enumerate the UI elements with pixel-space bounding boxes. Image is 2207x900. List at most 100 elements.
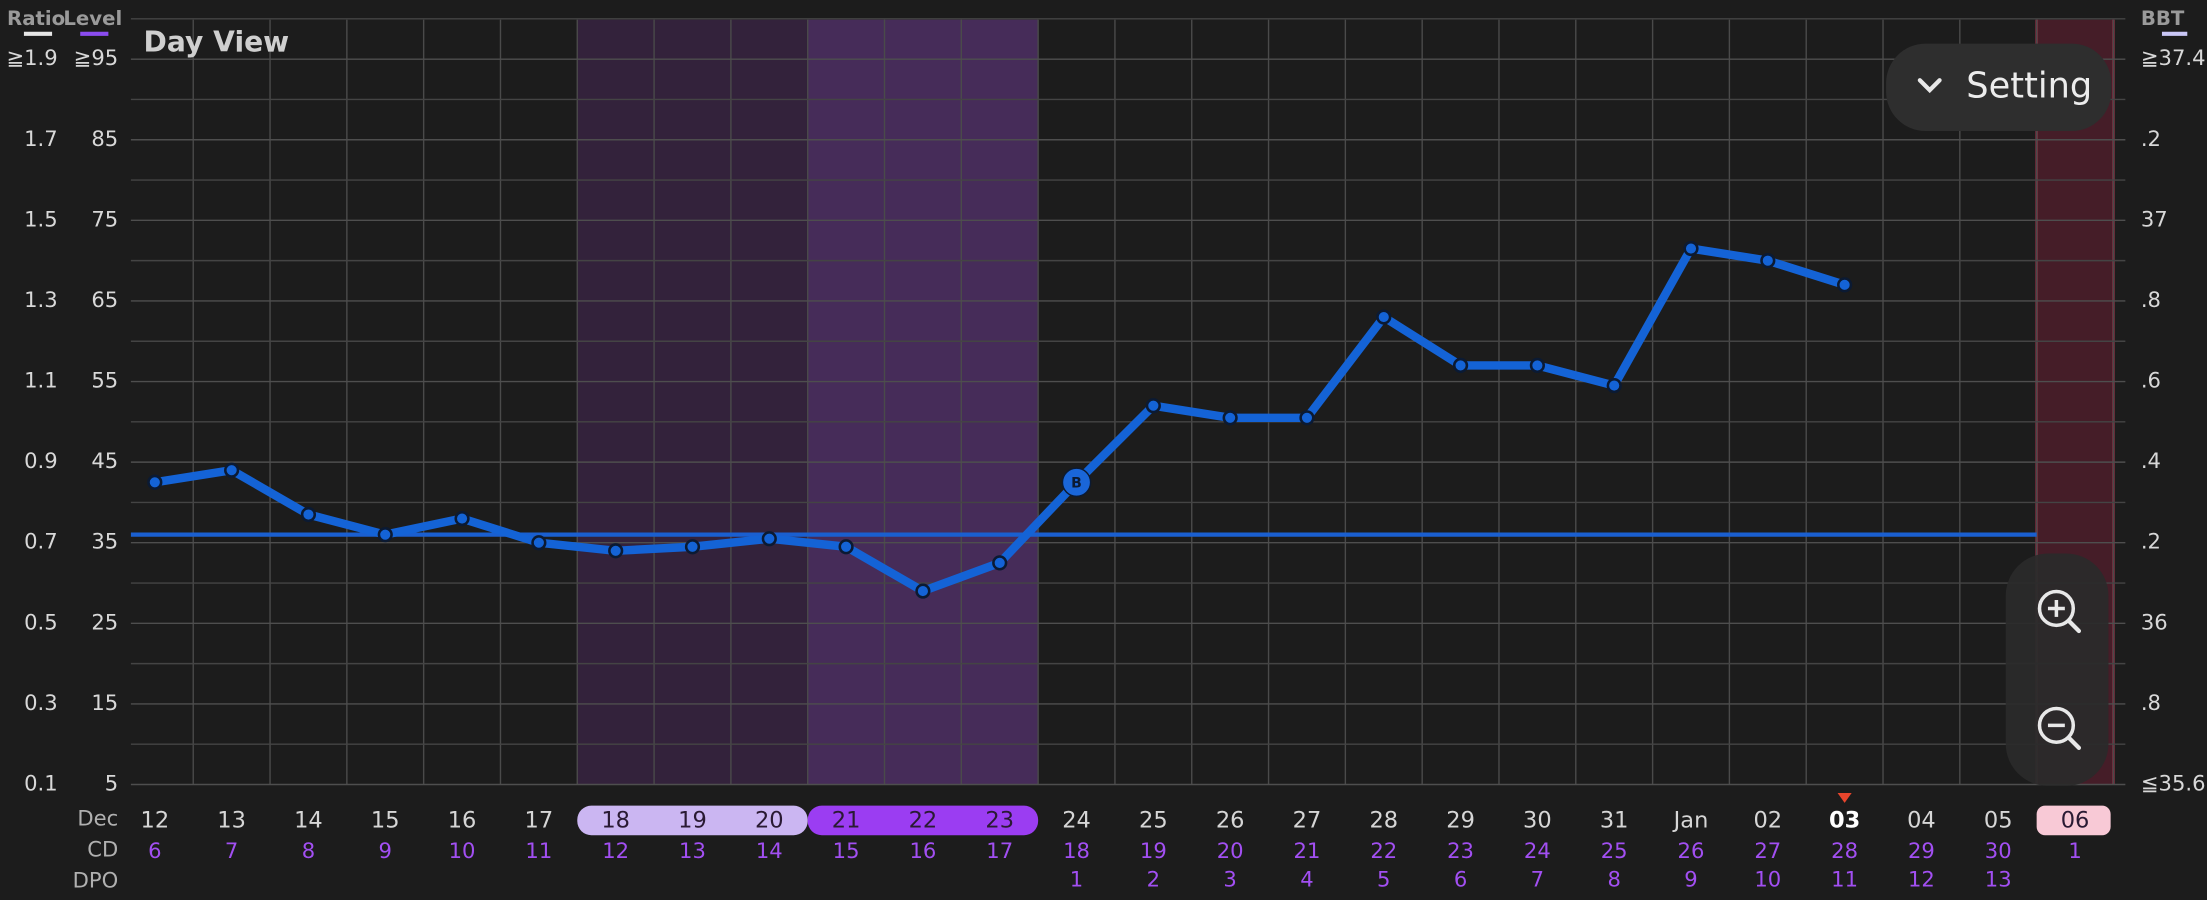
- x-tick-label: Jan: [1672, 808, 1709, 834]
- bbt-point: [1606, 377, 1622, 394]
- cd-label: 6: [148, 838, 161, 863]
- setting-label[interactable]: Setting: [1966, 65, 2092, 106]
- cd-label: 12: [602, 838, 629, 863]
- marks: B: [130, 240, 2037, 599]
- y-tick-label: 0.3: [24, 690, 58, 715]
- bbt-point: [454, 510, 470, 527]
- marker-point: [1061, 467, 1092, 498]
- y-tick-label: 45: [91, 448, 118, 473]
- x-tick-label: 04: [1907, 808, 1936, 834]
- x-tick-label: 23: [985, 808, 1014, 834]
- x-tick-label: 24: [1062, 808, 1091, 834]
- cd-label: 25: [1601, 838, 1628, 863]
- y-tick-label: .4: [2141, 448, 2161, 473]
- bbt-point: [1376, 309, 1392, 325]
- dpo-label: 10: [1754, 866, 1781, 891]
- phase-shade: [807, 19, 1039, 785]
- zoom-out-button[interactable]: [2037, 706, 2082, 750]
- y-tick-label: .8: [2141, 287, 2161, 312]
- dpo-label: 3: [1223, 866, 1236, 891]
- bbt-point: [1837, 277, 1853, 293]
- cd-label: 15: [833, 838, 860, 863]
- x-tick-label: 26: [1216, 808, 1245, 834]
- x-tick-label: 30: [1523, 808, 1552, 834]
- setting-button[interactable]: Setting: [1886, 43, 2112, 131]
- cd-label: 26: [1678, 838, 1705, 863]
- cd-label: 17: [986, 838, 1013, 863]
- dpo-label: 1: [1070, 866, 1083, 891]
- cd-label: 8: [302, 838, 315, 863]
- x-tick-label: 13: [217, 808, 246, 834]
- bbt-point: [377, 527, 393, 543]
- cd-label: 30: [1985, 838, 2012, 863]
- x-tick-label: 14: [294, 808, 323, 834]
- y-tick-label: 0.7: [24, 529, 58, 554]
- bbt-point: [147, 474, 163, 490]
- bbt-point: [1145, 398, 1161, 414]
- cd-label: 20: [1217, 838, 1244, 863]
- x-tick-label: 28: [1369, 808, 1398, 834]
- bbt-point: [224, 462, 240, 478]
- y-tick-label: 0.9: [24, 448, 58, 473]
- bbt-point: [608, 543, 624, 559]
- legend-label: Ratio: [7, 7, 65, 30]
- cd-label: 23: [1447, 838, 1474, 863]
- y-tick-label: 75: [91, 206, 118, 231]
- cd-label: 9: [379, 838, 392, 863]
- cd-label: 27: [1754, 838, 1781, 863]
- labels: ≧37.4.237.8.6.4.236.8≦35.6BBT≧1.91.71.51…: [6, 7, 2205, 892]
- cd-label: 11: [525, 838, 552, 863]
- legend-label: Level: [63, 7, 122, 30]
- cd-label: 22: [1370, 838, 1397, 863]
- legend-label: BBT: [2141, 7, 2185, 30]
- row-label: Dec: [77, 806, 118, 831]
- cd-label: 19: [1140, 838, 1167, 863]
- x-tick-label: 15: [371, 808, 400, 834]
- x-tick-label: 16: [448, 808, 477, 834]
- dpo-label: 13: [1985, 866, 2012, 891]
- date-pill: [807, 805, 1039, 836]
- dpo-label: 9: [1684, 866, 1697, 891]
- date-pill: [577, 805, 808, 836]
- cd-label: 24: [1524, 838, 1551, 863]
- y-tick-label: 1.3: [24, 287, 58, 312]
- bbt-point: [915, 583, 931, 599]
- cd-label: 1: [2068, 838, 2081, 863]
- y-tick-label: 65: [91, 287, 118, 312]
- bbt-point: [300, 506, 317, 523]
- y-tick-label: 37: [2141, 206, 2168, 231]
- bbt-point: [684, 539, 701, 555]
- cd-label: 28: [1831, 838, 1858, 863]
- row-label: DPO: [73, 868, 119, 893]
- y-tick-label: ≧95: [74, 45, 119, 70]
- y-tick-label: ≧37.4: [2141, 45, 2206, 70]
- x-tick-label: 27: [1293, 808, 1322, 834]
- y-tick-label: 15: [91, 690, 118, 715]
- x-tick-label: 25: [1139, 808, 1168, 834]
- x-tick-label: 22: [909, 808, 938, 834]
- cd-label: 21: [1294, 838, 1321, 863]
- y-tick-label: 5: [105, 771, 118, 796]
- zoom-in-button[interactable]: [2037, 589, 2082, 634]
- bbt-point: [1299, 410, 1315, 426]
- y-tick-label: ≦35.6: [2141, 771, 2206, 796]
- dpo-label: 11: [1831, 866, 1858, 891]
- bbt-point: [1529, 357, 1545, 374]
- y-tick-label: .2: [2141, 126, 2161, 151]
- zoom-panel: [2005, 553, 2109, 786]
- dpo-label: 2: [1147, 866, 1160, 891]
- bbt-point: [992, 555, 1008, 571]
- bbt-point: [761, 531, 777, 547]
- cd-label: 18: [1063, 838, 1090, 863]
- dpo-label: 4: [1300, 866, 1313, 891]
- dpo-label: 5: [1377, 866, 1390, 891]
- bbt-point: [838, 539, 854, 555]
- x-tick-label: 18: [601, 808, 630, 834]
- y-tick-label: 0.5: [24, 609, 58, 634]
- cd-label: 14: [756, 838, 783, 863]
- phase-shade: [577, 19, 808, 785]
- bbt-point: [1222, 410, 1238, 426]
- y-tick-label: 25: [91, 609, 118, 634]
- cd-label: 10: [449, 838, 476, 863]
- x-tick-label: 05: [1984, 808, 2013, 834]
